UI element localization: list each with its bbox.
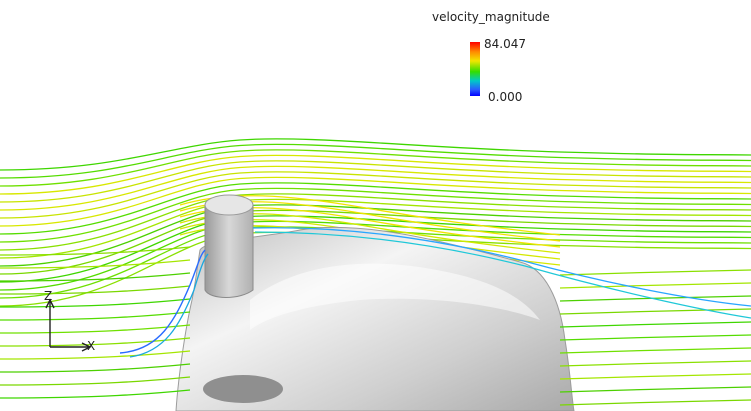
streamline — [559, 334, 751, 341]
streamline — [254, 231, 751, 319]
axes-triad — [45, 298, 92, 352]
bluff-body — [175, 194, 575, 411]
streamline — [0, 165, 751, 211]
z-axis-label: Z — [44, 289, 53, 303]
legend-title: velocity_magnitude — [432, 10, 550, 24]
streamline — [0, 220, 751, 291]
cylinder-post-top — [204, 194, 254, 216]
streamline — [0, 285, 191, 295]
streamline — [559, 386, 751, 393]
bluff-body-opening — [203, 375, 283, 403]
streamline — [559, 282, 751, 289]
streamline — [0, 171, 751, 219]
streamline — [0, 209, 751, 275]
streamline — [559, 321, 751, 328]
streamline — [0, 246, 191, 256]
streamline — [0, 376, 191, 386]
x-axis-arrowhead — [81, 342, 92, 352]
streamline — [559, 347, 751, 354]
streamline — [0, 204, 751, 267]
streamline — [0, 138, 751, 171]
colorbar — [470, 42, 480, 96]
legend-min-label: 0.000 — [488, 90, 523, 104]
streamline — [0, 176, 751, 227]
streamline — [0, 389, 191, 399]
bluff-body-main — [175, 226, 575, 411]
streamline — [0, 350, 191, 360]
streamline — [0, 311, 191, 321]
streamline — [559, 295, 751, 302]
streamline — [559, 269, 751, 276]
streamline — [559, 360, 751, 367]
streamline — [0, 160, 751, 203]
streamline — [0, 143, 751, 179]
z-axis-arrowhead — [45, 298, 55, 309]
streamline — [0, 363, 191, 373]
streamline — [0, 324, 191, 334]
streamline — [252, 227, 751, 307]
streamline — [0, 298, 191, 308]
streamline — [0, 272, 191, 282]
streamline — [559, 308, 751, 315]
streamline — [559, 399, 751, 406]
streamline — [0, 187, 751, 243]
streamline — [119, 249, 206, 354]
streamline — [559, 373, 751, 380]
streamlines-front — [0, 227, 751, 406]
streamline — [0, 193, 751, 251]
streamline — [0, 337, 191, 347]
x-axis-label: X — [87, 339, 96, 353]
streamline — [0, 154, 751, 195]
cylinder-post — [204, 204, 254, 298]
streamline — [0, 182, 751, 235]
streamline — [0, 149, 751, 187]
streamline — [0, 215, 751, 283]
streamline — [0, 259, 191, 269]
legend-max-label: 84.047 — [484, 37, 526, 51]
bluff-body-highlight — [250, 263, 540, 330]
streamline — [129, 253, 209, 358]
streamline — [0, 198, 751, 259]
